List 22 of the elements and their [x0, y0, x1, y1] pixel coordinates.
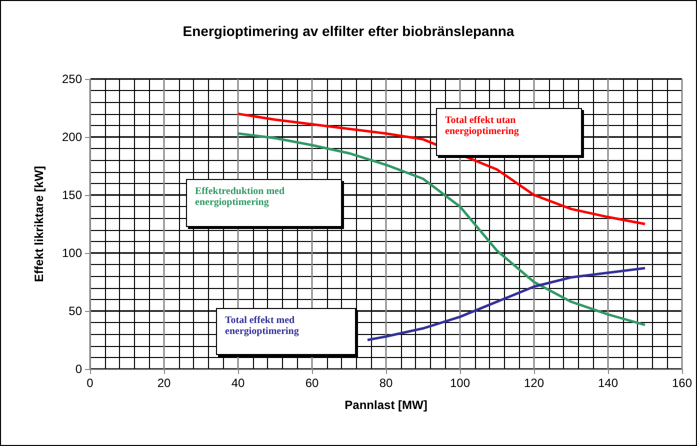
line-series	[366, 266, 646, 342]
y-tick-label: 200	[62, 130, 82, 144]
x-tick-label: 80	[379, 376, 393, 390]
callout-box: Total effekt utan energioptimering	[436, 108, 582, 156]
y-tick-label: 150	[62, 188, 82, 202]
x-axis-title: Pannlast [MW]	[344, 398, 428, 412]
x-tick-label: 60	[305, 376, 319, 390]
y-tick-label: 50	[68, 304, 82, 318]
x-tick-label: 100	[450, 376, 470, 390]
x-tick-label: 120	[524, 376, 544, 390]
y-axis-title: Effekt likriktare [kW]	[32, 166, 46, 282]
x-tick-label: 0	[86, 376, 94, 390]
x-tick-label: 40	[231, 376, 245, 390]
chart-title: Energioptimering av elfilter efter biobränslepanna	[182, 23, 514, 39]
callout-box: Total effekt med energioptimering	[216, 308, 356, 355]
x-tick-label: 20	[157, 376, 171, 390]
y-tick-label: 100	[62, 246, 82, 260]
callout-box: Effektreduktion med energioptimering	[186, 179, 342, 227]
y-tick-label: 250	[62, 72, 82, 86]
x-tick-label: 140	[598, 376, 618, 390]
y-tick-label: 0	[75, 362, 82, 376]
x-tick-label: 160	[672, 376, 692, 390]
